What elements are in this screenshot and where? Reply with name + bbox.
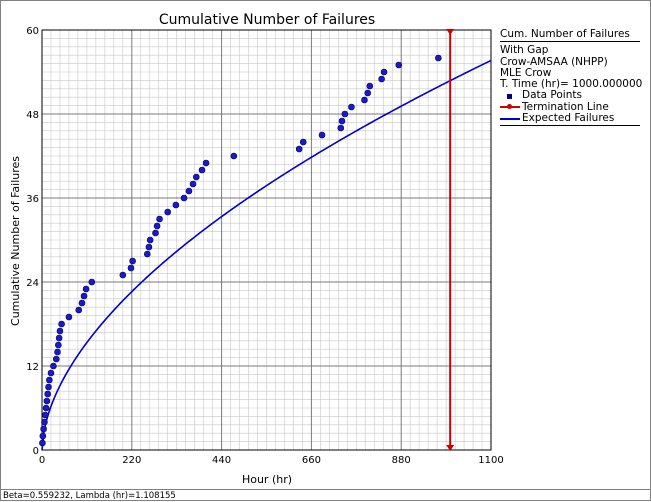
data-point — [58, 320, 65, 328]
data-point — [185, 187, 193, 195]
data-point — [180, 194, 188, 202]
legend-termination-line-icon — [500, 102, 522, 112]
data-point — [55, 341, 62, 349]
data-point — [50, 362, 57, 370]
x-tick-label: 880 — [392, 455, 411, 466]
y-tick-label: 24 — [26, 278, 39, 289]
data-point — [47, 369, 55, 377]
legend-info-model: Crow-AMSAA (NHPP) — [500, 55, 608, 68]
legend-data-points-label: Data Points — [522, 89, 582, 102]
data-point — [337, 124, 345, 132]
data-point — [156, 215, 163, 223]
x-tick-label: 660 — [302, 455, 321, 466]
legend-data-points-icon — [500, 91, 522, 101]
parameter-footer: Beta=0.559232, Lambda (hr)=1.108155 — [1, 489, 651, 502]
termination-line-top-marker — [446, 29, 455, 35]
data-point — [202, 159, 210, 167]
data-point — [146, 236, 154, 244]
termination-line-bottom-marker — [446, 445, 455, 451]
data-point — [75, 306, 83, 314]
data-point — [435, 54, 442, 62]
data-point — [348, 103, 355, 111]
data-point — [65, 313, 73, 321]
data-point — [172, 201, 180, 209]
data-point — [119, 271, 127, 279]
y-tick-label: 0 — [33, 446, 39, 457]
data-point — [299, 138, 307, 146]
data-point — [361, 96, 368, 104]
data-point — [189, 180, 197, 188]
x-tick-label: 0 — [39, 455, 45, 466]
data-point — [127, 264, 135, 272]
data-point — [44, 390, 52, 398]
data-point — [145, 243, 153, 251]
y-tick-label: 12 — [26, 362, 39, 373]
x-tick-label: 220 — [122, 455, 141, 466]
data-point — [144, 250, 151, 258]
data-point — [46, 376, 53, 384]
data-point — [230, 152, 238, 160]
data-point — [192, 173, 200, 181]
data-point — [366, 82, 374, 90]
data-point — [55, 334, 63, 342]
legend-item-data-points: Data Points — [500, 90, 640, 101]
legend-expected-failures-label: Expected Failures — [522, 112, 615, 125]
legend-expected-failures-icon — [500, 114, 522, 124]
data-point — [40, 425, 47, 433]
legend-info-time: T. Time (hr)= 1000.000000 — [500, 78, 643, 91]
data-point — [80, 292, 88, 300]
data-point — [380, 68, 388, 76]
data-point — [39, 432, 47, 440]
data-point — [45, 383, 52, 391]
data-point — [198, 166, 206, 174]
data-point — [153, 222, 161, 230]
y-tick-label: 36 — [26, 194, 39, 205]
data-point — [52, 355, 60, 363]
data-point — [295, 145, 303, 153]
data-point — [152, 229, 159, 237]
data-point — [88, 278, 96, 286]
data-point — [164, 208, 172, 216]
legend: Cum. Number of Failures With Gap Crow-AM… — [500, 28, 643, 127]
legend-info-gap: With Gap — [500, 44, 549, 57]
x-axis-label: Hour (hr) — [242, 473, 292, 486]
legend-item-expected-failures: Expected Failures — [500, 112, 640, 127]
data-point — [56, 327, 64, 335]
data-point — [41, 411, 49, 419]
data-point — [318, 131, 326, 139]
x-tick-label: 440 — [212, 455, 231, 466]
data-point — [42, 404, 50, 412]
data-point — [78, 299, 86, 307]
chart-title: Cumulative Number of Failures — [159, 12, 375, 28]
legend-info-method: MLE Crow — [500, 66, 552, 79]
data-point — [338, 117, 346, 125]
data-point — [41, 418, 48, 426]
data-point — [395, 61, 403, 69]
data-point — [82, 285, 90, 293]
data-point — [54, 348, 61, 356]
data-point — [378, 75, 385, 83]
x-tick-label: 1100 — [478, 455, 503, 466]
legend-header: Cum. Number of Failures — [500, 28, 640, 43]
legend-termination-line-label: Termination Line — [522, 100, 609, 113]
legend-item-termination-line: Termination Line — [500, 100, 640, 113]
data-point — [364, 89, 372, 97]
data-point — [129, 257, 136, 265]
y-tick-label: 60 — [26, 26, 39, 37]
plot-area — [41, 29, 492, 451]
y-axis-label: Cumulative Number of Failures — [9, 156, 22, 326]
data-point — [341, 110, 349, 118]
y-tick-label: 48 — [26, 110, 39, 121]
data-point — [43, 397, 51, 405]
data-point — [39, 439, 46, 447]
expected-failures-curve — [41, 59, 492, 451]
